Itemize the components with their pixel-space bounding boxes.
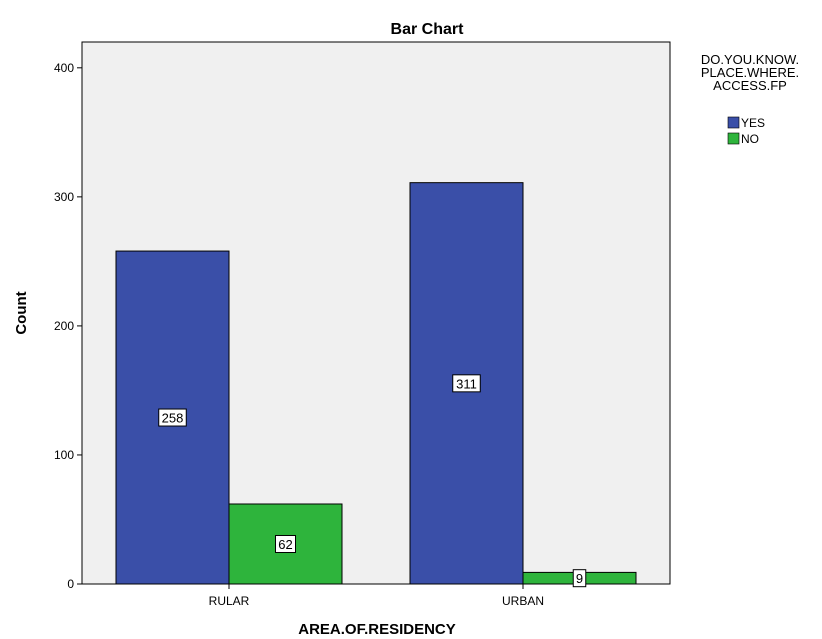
data-label: 311: [456, 376, 477, 391]
legend-swatch-no: [727, 132, 740, 145]
legend-label-no: NO: [741, 132, 759, 146]
y-tick-label: 100: [54, 448, 74, 462]
legend-label-yes: YES: [741, 116, 765, 130]
data-label: 258: [162, 411, 184, 426]
x-tick-label: RULAR: [209, 594, 250, 608]
y-axis: 0 100 200 300 400: [54, 61, 82, 591]
y-tick-label: 0: [67, 577, 74, 591]
legend-title-line-1: DO.YOU.KNOW.: [701, 52, 799, 67]
data-label: 9: [576, 571, 583, 586]
y-tick-label: 400: [54, 61, 74, 75]
legend-title-line-3: ACCESS.FP: [713, 78, 787, 93]
legend: DO.YOU.KNOW. PLACE.WHERE. ACCESS.FP YES …: [701, 52, 799, 146]
x-tick-label: URBAN: [502, 594, 544, 608]
x-axis: RULAR URBAN: [209, 584, 544, 608]
bars-group: 258 62 311 9: [115, 182, 637, 588]
data-label-box: [452, 374, 481, 393]
y-axis-title: Count: [13, 291, 30, 334]
legend-swatch-yes: [727, 116, 740, 129]
data-label-box: [158, 408, 187, 427]
y-tick-label: 300: [54, 190, 74, 204]
y-tick-label: 200: [54, 319, 74, 333]
data-label-box: [275, 534, 296, 553]
legend-title-line-2: PLACE.WHERE.: [701, 65, 799, 80]
x-axis-title: AREA.OF.RESIDENCY: [298, 621, 456, 638]
data-label: 62: [278, 537, 292, 552]
chart-title: Bar Chart: [391, 21, 465, 38]
data-label-box: [572, 569, 587, 588]
